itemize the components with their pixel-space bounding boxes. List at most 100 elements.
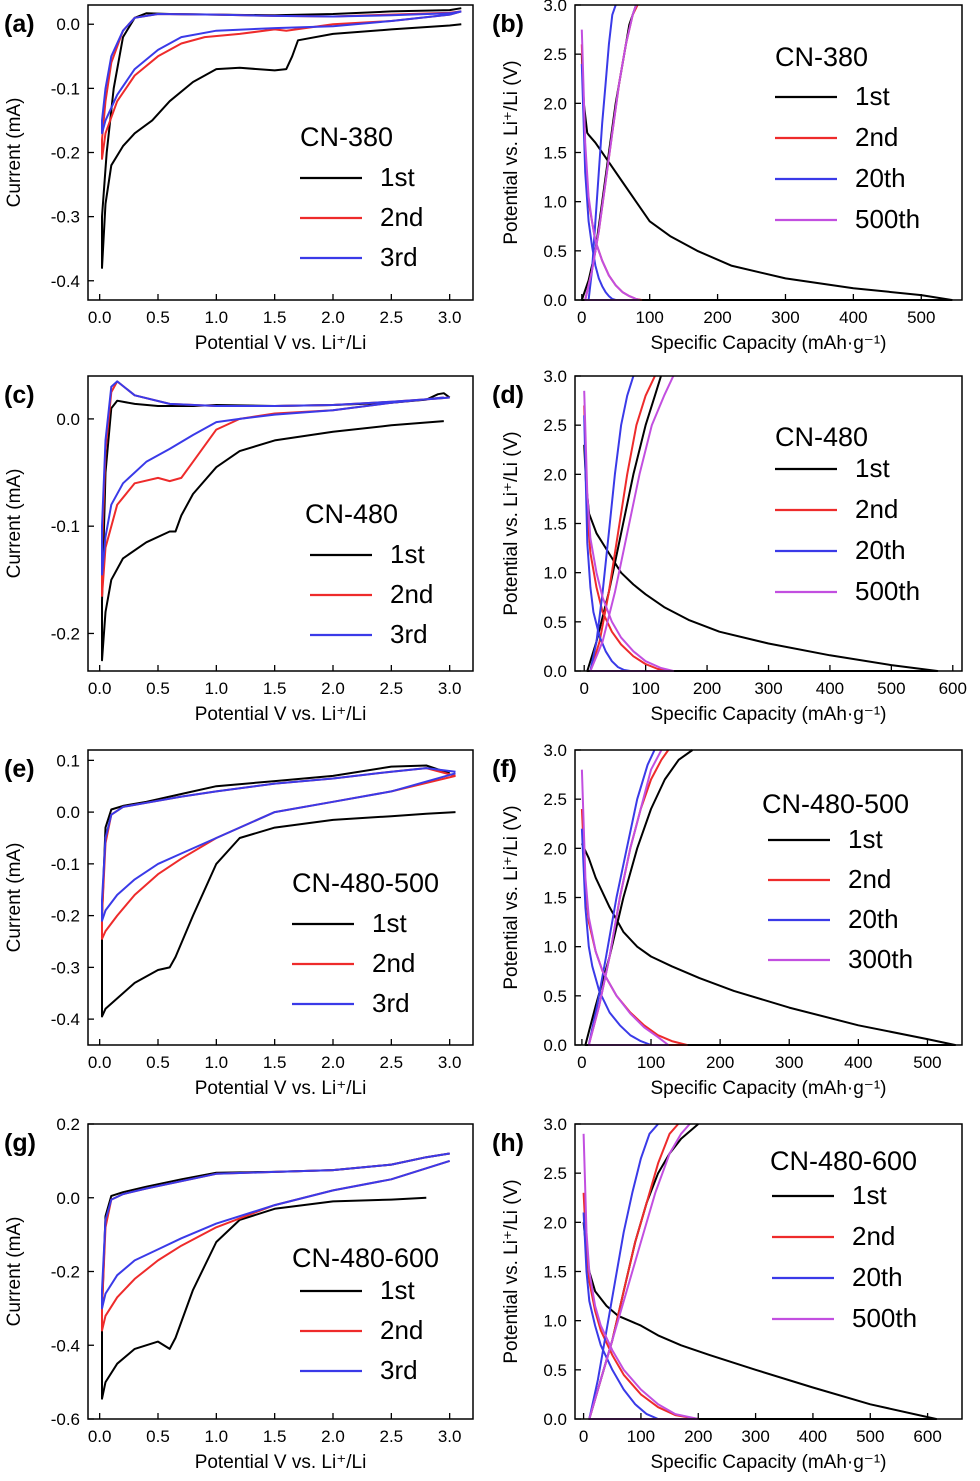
x-tick-label: 300 <box>741 1427 769 1446</box>
series-line-1st <box>101 764 456 1018</box>
y-axis-title: Current (mA) <box>4 469 25 579</box>
y-axis-title: Current (mA) <box>4 1217 25 1327</box>
x-tick-label: 0.0 <box>88 679 112 698</box>
plot-frame <box>574 4 963 301</box>
x-tick-label: 300 <box>775 1053 803 1072</box>
legend-title: CN-480 <box>775 422 868 452</box>
x-tick-label: 1.5 <box>263 679 287 698</box>
x-tick-label: 200 <box>706 1053 734 1072</box>
y-tick-label: 1.0 <box>543 938 567 957</box>
series-line-2nd <box>582 1123 700 1420</box>
legend-label-500th: 500th <box>852 1303 917 1333</box>
y-tick-label: 1.5 <box>543 1263 567 1282</box>
legend-title: CN-480-600 <box>770 1146 917 1176</box>
x-tick-label: 2.0 <box>321 1427 345 1446</box>
x-tick-label: 500 <box>907 308 935 327</box>
series-line-2nd <box>101 10 462 160</box>
panel-e: (e) 0.0 0.5 1.0 1.5 2.0 2.5 3.0 0.1 0.0 -0.1 -0.2 -0… <box>4 749 474 1099</box>
y-tick-label: -0.1 <box>51 517 80 536</box>
x-tick-label: 1.0 <box>205 308 229 327</box>
series-line-300th <box>580 749 670 1046</box>
x-tick-label: 3.0 <box>438 308 462 327</box>
plot-frame <box>87 375 474 672</box>
x-tick-label: 2.0 <box>321 308 345 327</box>
y-tick-label: 0.0 <box>543 662 567 681</box>
legend-label-1st: 1st <box>852 1180 887 1210</box>
series-line-500th <box>580 4 641 301</box>
y-tick-label: 0.0 <box>543 1036 567 1055</box>
legend-label-2nd: 2nd <box>380 1315 423 1345</box>
legend-label-2nd: 2nd <box>372 948 415 978</box>
series-line-3rd <box>101 767 456 922</box>
y-tick-label: 3.0 <box>543 741 567 760</box>
series-line-3rd <box>101 380 450 576</box>
panel-b: (b) 0 100 200 300 400 500 0.0 0.5 1.0 1.5 2.0 2.5 3.0… <box>492 0 963 354</box>
x-tick-label: 2.5 <box>380 679 404 698</box>
x-tick-label: 400 <box>799 1427 827 1446</box>
panel-g: (g) 0.0 0.5 1.0 1.5 2.0 2.5 3.0 0.2 0.0 -0.2 -0.4 -0… <box>4 1115 474 1473</box>
x-tick-label: 1.5 <box>263 308 287 327</box>
legend-label-1st: 1st <box>848 824 883 854</box>
legend-label-3rd: 3rd <box>380 1355 418 1385</box>
x-axis-title: Specific Capacity (mAh·g⁻¹) <box>651 1452 887 1473</box>
y-tick-label: 2.5 <box>543 790 567 809</box>
y-tick-label: -0.2 <box>51 907 80 926</box>
y-tick-label: 0.0 <box>543 1410 567 1429</box>
x-tick-label: 100 <box>637 1053 665 1072</box>
y-tick-label: 2.5 <box>543 45 567 64</box>
x-axis-title: Specific Capacity (mAh·g⁻¹) <box>651 333 887 354</box>
series-line-500th <box>583 375 675 672</box>
x-axis-title: Potential V vs. Li⁺/Li <box>195 1078 367 1099</box>
legend-label-500th: 500th <box>855 204 920 234</box>
series-line-20th <box>580 749 656 1046</box>
x-tick-label: 1.0 <box>205 1427 229 1446</box>
x-tick-label: 2.0 <box>321 679 345 698</box>
legend-label-1st: 1st <box>380 162 415 192</box>
y-tick-label: -0.3 <box>51 958 80 977</box>
y-tick-label: 0.0 <box>56 1189 80 1208</box>
x-tick-label: 0.5 <box>146 1053 170 1072</box>
series-line-2nd <box>580 4 643 301</box>
y-tick-label: -0.1 <box>51 79 80 98</box>
legend-label-500th: 500th <box>855 576 920 606</box>
legend-label-1st: 1st <box>390 539 425 569</box>
y-tick-label: -0.4 <box>51 1336 80 1355</box>
legend-label-3rd: 3rd <box>380 242 418 272</box>
y-axis-title: Current (mA) <box>4 843 25 953</box>
panel-a: (a) 0.0 0.5 1.0 1.5 2.0 2.5 3.0 0.0 -0.1 -0.2 -0.3 -… <box>4 4 474 354</box>
series-line-1st <box>580 4 953 301</box>
series-line-20th <box>582 1123 660 1420</box>
series-line-3rd <box>101 1152 451 1310</box>
y-tick-label: 0.5 <box>543 613 567 632</box>
x-tick-label: 400 <box>816 679 844 698</box>
panel-letter: (e) <box>4 755 35 783</box>
panel-letter: (f) <box>492 755 517 783</box>
y-tick-label: 1.0 <box>543 193 567 212</box>
legend-title: CN-380 <box>775 42 868 72</box>
x-tick-label: 400 <box>844 1053 872 1072</box>
panel-letter: (d) <box>492 381 524 409</box>
x-tick-label: 200 <box>693 679 721 698</box>
y-axis-title: Potential vs. Li⁺/Li (V) <box>501 431 522 615</box>
x-tick-label: 3.0 <box>438 1427 462 1446</box>
legend-label-3rd: 3rd <box>372 988 410 1018</box>
x-tick-label: 1.5 <box>263 1053 287 1072</box>
x-tick-label: 100 <box>635 308 663 327</box>
panel-letter: (a) <box>4 10 35 38</box>
x-tick-label: 0.0 <box>88 1427 112 1446</box>
legend-label-2nd: 2nd <box>390 579 433 609</box>
y-tick-label: 2.5 <box>543 416 567 435</box>
panel-c: (c) 0.0 0.5 1.0 1.5 2.0 2.5 3.0 0.0 -0.1 -0.2 Poten… <box>4 375 474 725</box>
x-tick-label: 0.5 <box>146 1427 170 1446</box>
legend-label-2nd: 2nd <box>855 494 898 524</box>
y-tick-label: 2.0 <box>543 94 567 113</box>
legend-label-300th: 300th <box>848 944 913 974</box>
x-tick-label: 0.5 <box>146 308 170 327</box>
y-tick-label: 2.0 <box>543 1213 567 1232</box>
y-tick-label: 3.0 <box>543 0 567 15</box>
y-tick-label: 1.5 <box>543 515 567 534</box>
panel-d: (d) 0 100 200 300 400 500 600 0.0 0.5 1.0 1.5 2.0 2.5… <box>492 367 967 725</box>
x-tick-label: 100 <box>631 679 659 698</box>
x-tick-label: 0.0 <box>88 1053 112 1072</box>
